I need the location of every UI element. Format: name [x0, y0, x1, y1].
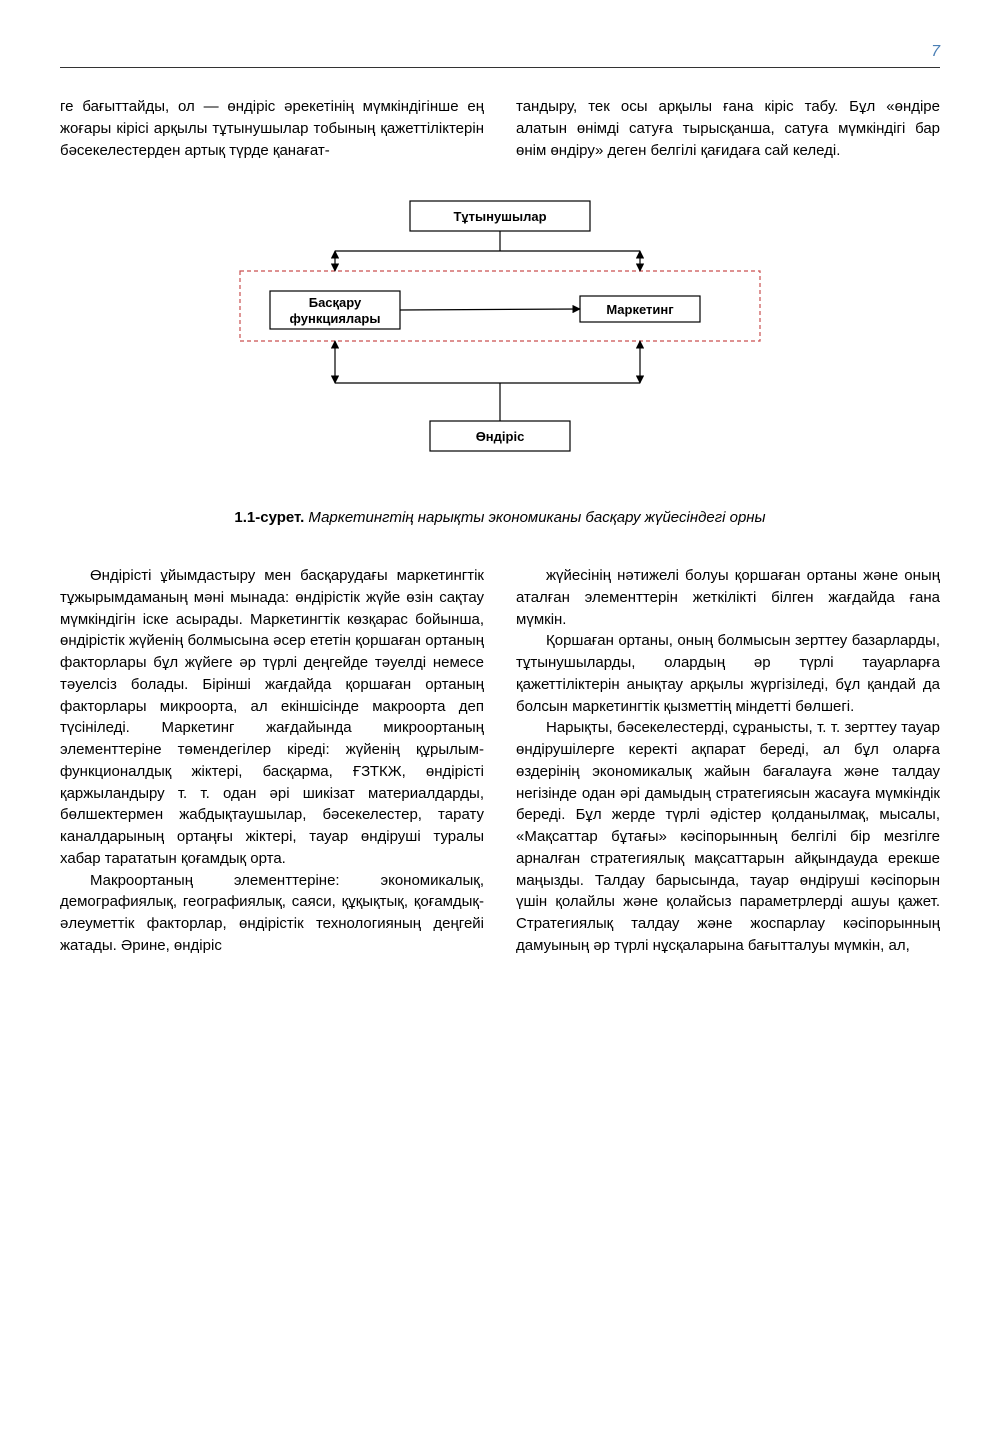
flowchart-svg: Тұтынушылар Басқаруфункциялары Маркетинг Өн…: [180, 193, 820, 483]
intro-right: тандыру, тек осы арқылы ғана кіріс табу.…: [516, 96, 940, 161]
body-right: жүйесінің нәтижелі болуы қоршаған ортаны…: [516, 565, 940, 957]
body-columns: Өндірісті ұйымдастыру мен басқарудағы ма…: [60, 565, 940, 957]
intro-left: ге бағыттайды, ол — өндіріс әрекетінің м…: [60, 96, 484, 161]
paragraph: Өндірісті ұйымдастыру мен басқарудағы ма…: [60, 565, 484, 870]
edge-mgmt-mkt: [400, 309, 580, 310]
node-production-label: Өндіріс: [476, 429, 525, 444]
paragraph: Нарықты, бәсекелестерді, сұранысты, т. т…: [516, 717, 940, 956]
diagram: Тұтынушылар Басқаруфункциялары Маркетинг Өн…: [60, 193, 940, 483]
node-management-label: функциялары: [290, 311, 381, 326]
caption-label: 1.1-сурет.: [234, 509, 304, 526]
node-management-label: Басқару: [309, 295, 362, 310]
page-number: 7: [60, 40, 940, 68]
intro-columns: ге бағыттайды, ол — өндіріс әрекетінің м…: [60, 96, 940, 161]
caption-text: Маркетингтің нарықты экономиканы басқару…: [308, 509, 765, 526]
paragraph: Макроортаның элементтеріне: экономикалық…: [60, 870, 484, 957]
node-consumers-label: Тұтынушылар: [453, 209, 546, 224]
body-left: Өндірісті ұйымдастыру мен басқарудағы ма…: [60, 565, 484, 957]
figure-caption: 1.1-сурет. Маркетингтің нарықты экономик…: [60, 507, 940, 529]
paragraph: жүйесінің нәтижелі болуы қоршаған ортаны…: [516, 565, 940, 630]
node-marketing-label: Маркетинг: [606, 302, 674, 317]
paragraph: Қоршаған ортаны, оның болмысын зерттеу б…: [516, 630, 940, 717]
